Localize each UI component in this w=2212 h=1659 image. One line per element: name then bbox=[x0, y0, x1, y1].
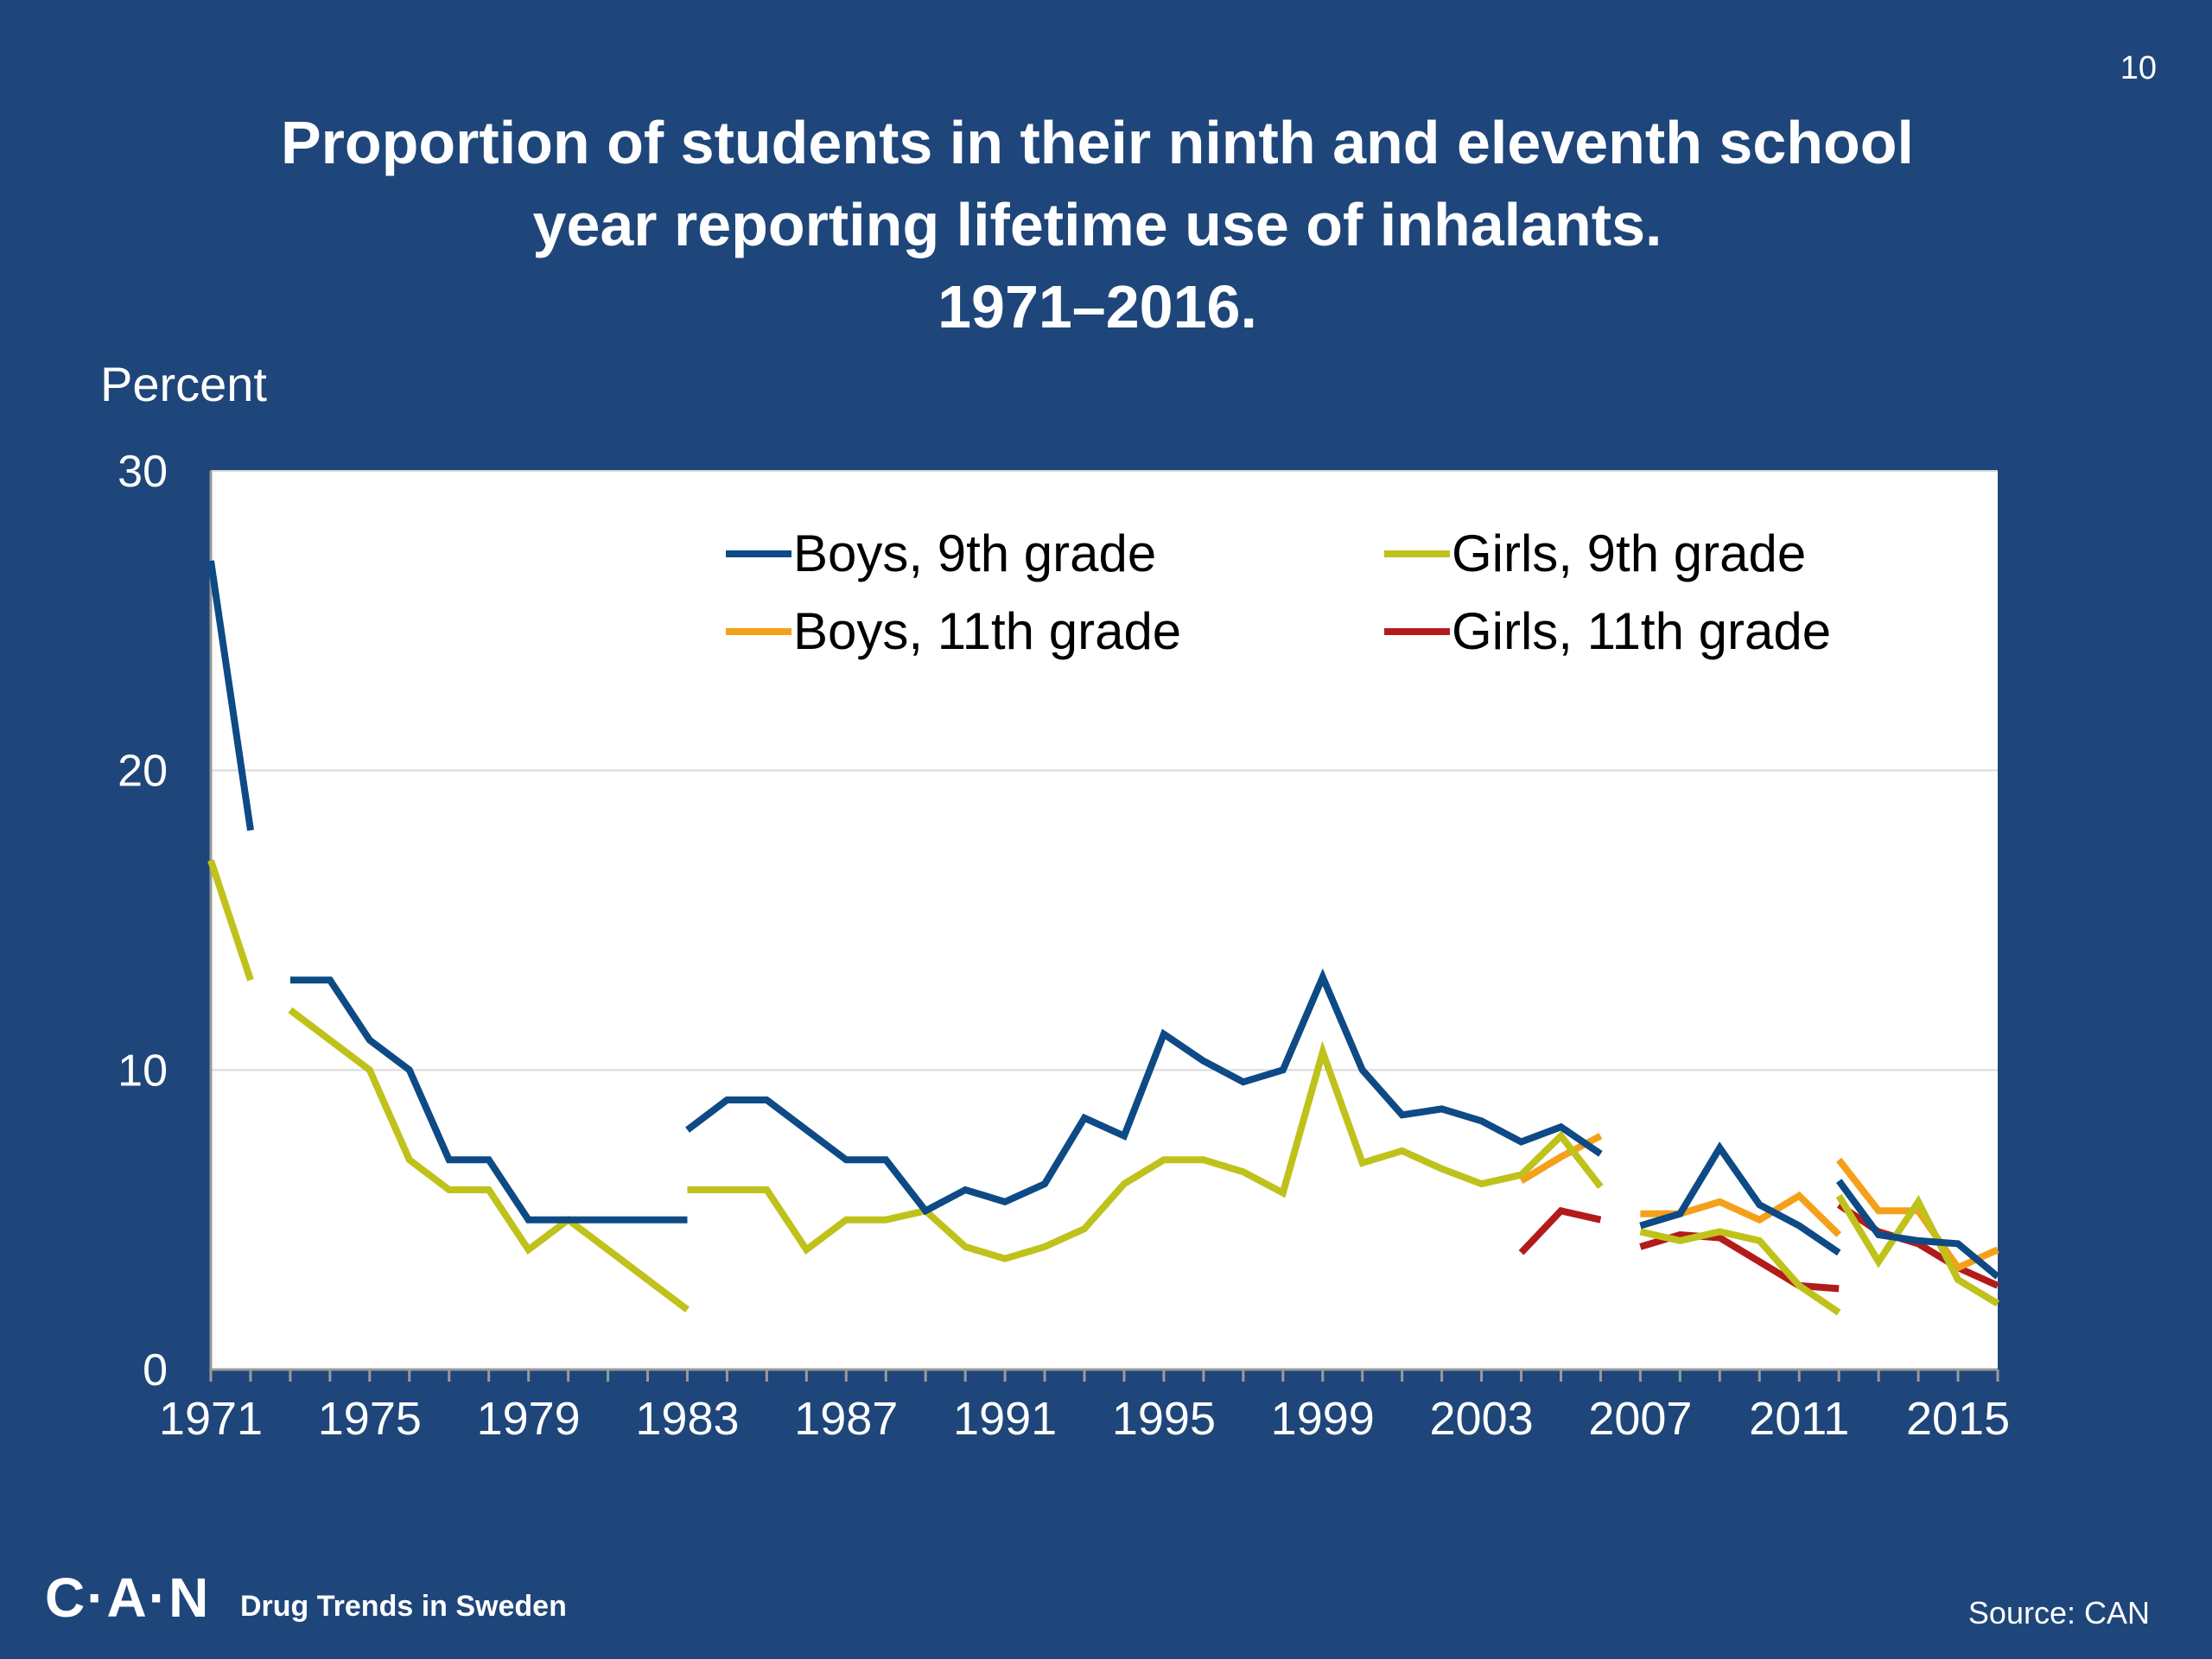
x-tick-label: 2015 bbox=[1906, 1393, 2010, 1445]
series-line-boys-9th-grade-segment-5 bbox=[1835, 1179, 2000, 1280]
legend-label-boys-9th-grade: Boys, 9th grade bbox=[793, 524, 1156, 582]
x-tick-label: 2003 bbox=[1430, 1393, 1534, 1445]
footer-tagline: Drug Trends in Sweden bbox=[240, 1590, 567, 1623]
series-line-girls-9th-grade-segment-5 bbox=[1835, 1193, 2000, 1307]
x-tick-label: 2011 bbox=[1749, 1393, 1849, 1445]
series-line-boys-11th-grade-segment-3 bbox=[1836, 1157, 1999, 1273]
series-line-boys-9th-grade-segment-1 bbox=[207, 560, 254, 831]
x-tick-label: 1995 bbox=[1112, 1393, 1216, 1445]
series-line-girls-9th-grade-segment-2 bbox=[288, 1007, 690, 1313]
page-number: 10 bbox=[2120, 50, 2157, 86]
series-line-girls-9th-grade-segment-3 bbox=[687, 1040, 1604, 1262]
series-line-girls-11th-grade-segment-1 bbox=[1518, 1206, 1602, 1255]
chart-title-line-1: Proportion of students in their ninth an… bbox=[280, 109, 1915, 176]
y-axis-label: Percent bbox=[100, 357, 267, 411]
y-tick-label: 20 bbox=[118, 747, 168, 797]
x-tick-label: 1975 bbox=[318, 1393, 422, 1445]
x-tick-label: 1999 bbox=[1271, 1393, 1375, 1445]
x-tick-label: 1987 bbox=[794, 1393, 898, 1445]
series-line-girls-9th-grade-segment-4 bbox=[1639, 1228, 1841, 1316]
can-logo: C·A·N bbox=[45, 1567, 211, 1629]
x-tick-label: 1991 bbox=[953, 1393, 1057, 1445]
legend-label-girls-9th-grade: Girls, 9th grade bbox=[1452, 524, 1806, 582]
y-tick-label: 0 bbox=[143, 1345, 168, 1395]
y-tick-label: 30 bbox=[118, 447, 168, 497]
x-tick-label: 2007 bbox=[1588, 1393, 1692, 1445]
y-tick-label: 10 bbox=[118, 1046, 168, 1096]
chart-title: Proportion of students in their ninth an… bbox=[104, 102, 2091, 348]
x-tick-label: 1979 bbox=[477, 1393, 581, 1445]
legend-label-girls-11th-grade: Girls, 11th grade bbox=[1452, 602, 1831, 660]
chart-title-line-2: year reporting lifetime use of inhalants… bbox=[532, 191, 1662, 258]
series-line-girls-9th-grade-segment-1 bbox=[207, 859, 254, 982]
chart-title-line-3: 1971–2016. bbox=[938, 273, 1257, 340]
series-line-boys-9th-grade-segment-2 bbox=[289, 976, 688, 1224]
x-tick-label: 1983 bbox=[635, 1393, 739, 1445]
legend-label-boys-11th-grade: Boys, 11th grade bbox=[793, 602, 1181, 660]
x-tick-label: 1971 bbox=[159, 1393, 263, 1445]
source-note: Source: CAN bbox=[1967, 1595, 2150, 1630]
series-line-boys-9th-grade-segment-4 bbox=[1639, 1141, 1841, 1256]
series-line-boys-9th-grade-segment-3 bbox=[685, 968, 1603, 1216]
